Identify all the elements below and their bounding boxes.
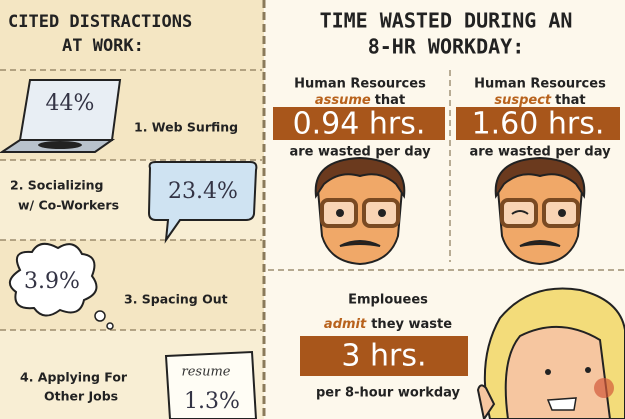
text: are wasted per day — [289, 145, 431, 160]
label: 4. Applying For — [20, 370, 128, 385]
value: 0.94 hrs. — [293, 107, 426, 142]
title: TIME WASTED DURING AN — [320, 9, 573, 33]
text: Human Resources — [294, 77, 426, 92]
cloud-dot — [94, 310, 106, 322]
face — [314, 156, 406, 266]
text: assume that — [315, 93, 405, 108]
label: Other Jobs — [44, 389, 118, 404]
label: 1. Web Surfing — [134, 120, 238, 135]
value: 1.60 hrs. — [472, 107, 605, 142]
verb: admit — [324, 317, 367, 332]
value-box — [273, 107, 445, 140]
face — [494, 156, 586, 266]
title: CITED DISTRACTIONS — [8, 12, 192, 32]
note: resume — [182, 365, 231, 380]
cloud-dot — [106, 322, 114, 330]
label: 2. Socializing — [10, 178, 104, 193]
label: w/ Co-Workers — [18, 198, 119, 213]
title: 8-HR WORKDAY: — [368, 35, 525, 59]
value: 1.3% — [184, 389, 240, 414]
value: 3 hrs. — [341, 339, 426, 374]
resume-paper — [164, 350, 258, 419]
text: suspect that — [494, 93, 585, 108]
verb: assume — [315, 93, 371, 108]
text: Emplouees — [348, 293, 428, 308]
verb: suspect — [494, 93, 552, 108]
value: 3.9% — [24, 269, 80, 294]
text: that — [375, 93, 405, 108]
text: are wasted per day — [469, 145, 611, 160]
speech-bubble — [147, 161, 258, 244]
label: 3. Spacing Out — [124, 292, 228, 307]
text: per 8-hour workday — [316, 386, 461, 401]
text: they waste — [371, 317, 452, 332]
text: that — [555, 93, 585, 108]
value: 23.4% — [168, 179, 238, 204]
title: AT WORK: — [62, 36, 144, 56]
value-box — [456, 107, 620, 140]
laptop-keys — [38, 141, 82, 149]
thought-cloud — [9, 242, 98, 317]
value-box — [300, 336, 468, 376]
value: 44% — [46, 91, 95, 116]
woman — [476, 287, 625, 419]
text: admit they waste — [324, 317, 452, 332]
text: Human Resources — [474, 77, 606, 92]
